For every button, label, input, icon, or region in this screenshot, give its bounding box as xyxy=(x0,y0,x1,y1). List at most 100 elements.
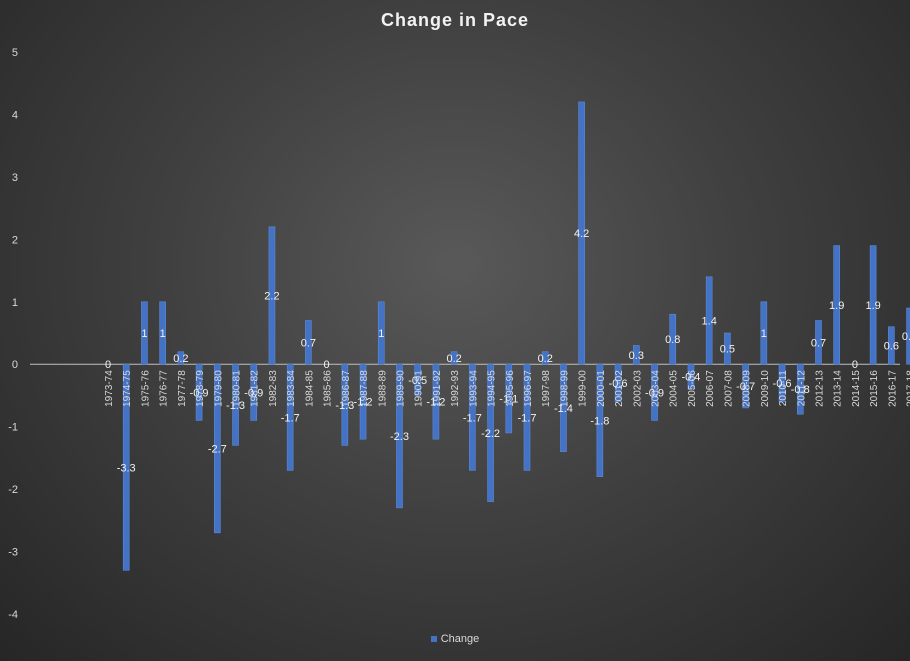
x-tick-label: 1990-91 xyxy=(414,370,425,407)
data-label: 0.7 xyxy=(301,337,316,349)
data-label: -1.7 xyxy=(518,412,537,424)
bar xyxy=(560,363,567,452)
x-tick-label: 1998-99 xyxy=(559,370,570,407)
bar xyxy=(177,351,185,365)
x-tick-label: 1975-76 xyxy=(140,370,151,407)
bar xyxy=(487,363,494,502)
bar xyxy=(614,363,622,402)
bar xyxy=(869,245,877,365)
bar xyxy=(396,363,403,509)
bar xyxy=(505,363,513,434)
data-label: -0.9 xyxy=(190,387,209,399)
data-label: 4.2 xyxy=(574,228,589,240)
x-tick-label: 1997-98 xyxy=(541,370,552,407)
x-tick-label: 1995-96 xyxy=(505,370,516,407)
data-label: -3.3 xyxy=(117,462,136,474)
x-tick-label: 1973-74 xyxy=(104,370,115,407)
data-label: -0.6 xyxy=(609,378,628,390)
bar xyxy=(469,363,476,471)
data-label: -1.4 xyxy=(554,403,573,415)
x-tick-label: 1985-86 xyxy=(323,370,334,407)
x-tick-label: 1974-75 xyxy=(122,370,133,407)
x-tick-label: 1989-90 xyxy=(395,370,406,407)
bar xyxy=(724,332,731,365)
bar xyxy=(796,363,804,415)
x-tick-label: 1976-77 xyxy=(159,370,170,407)
data-label: -1.7 xyxy=(281,412,300,424)
legend-label: Change xyxy=(440,633,480,645)
x-tick-label: 2009-10 xyxy=(760,370,771,407)
data-label: -1.2 xyxy=(354,397,373,409)
x-tick-label: 1986-87 xyxy=(341,370,352,407)
x-tick-label: 2008-09 xyxy=(742,370,753,407)
x-tick-label: 1982-83 xyxy=(268,370,279,407)
legend-swatch xyxy=(430,636,437,643)
x-tick-label: 1984-85 xyxy=(304,370,315,407)
bar xyxy=(523,363,531,471)
data-label: 0 xyxy=(105,359,111,371)
data-label: -0.5 xyxy=(408,375,427,387)
legend: Change xyxy=(0,633,910,645)
x-tick-label: 1992-93 xyxy=(450,370,461,407)
x-tick-label: 2004-05 xyxy=(669,370,680,407)
x-tick-label: 2012-13 xyxy=(814,370,825,407)
bar xyxy=(833,245,840,365)
data-label: 0.9 xyxy=(902,331,910,343)
data-label: 0.2 xyxy=(446,353,461,365)
x-tick-label: 2001-02 xyxy=(614,370,625,407)
y-tick-label: -3 xyxy=(8,547,18,559)
bar xyxy=(541,351,549,365)
data-label: -1.3 xyxy=(335,400,354,412)
data-label: 0 xyxy=(852,359,858,371)
data-label: 0.5 xyxy=(720,344,735,356)
x-tick-label: 1983-84 xyxy=(286,370,297,407)
x-tick-label: 2007-08 xyxy=(723,370,734,407)
data-label: -1.7 xyxy=(463,412,482,424)
x-tick-label: 2014-15 xyxy=(851,370,862,407)
x-tick-label: 1994-95 xyxy=(487,370,498,407)
x-tick-label: 2017-18 xyxy=(906,370,910,407)
data-label: 0.7 xyxy=(811,337,826,349)
data-label: 0.2 xyxy=(173,353,188,365)
data-label: 1.9 xyxy=(829,300,844,312)
y-tick-label: 1 xyxy=(12,297,18,309)
data-label: -2.2 xyxy=(481,428,500,440)
bar xyxy=(305,320,312,365)
y-tick-label: -4 xyxy=(8,609,18,621)
bar xyxy=(122,363,130,571)
y-tick-label: 2 xyxy=(12,234,18,246)
bar xyxy=(341,363,349,446)
x-tick-label: 1999-00 xyxy=(578,370,589,407)
data-label: 0.2 xyxy=(538,353,553,365)
x-tick-label: 1996-97 xyxy=(523,370,534,407)
data-label: 1.9 xyxy=(865,300,880,312)
data-label: -0.8 xyxy=(791,384,810,396)
chart-title: Change in Pace xyxy=(380,10,530,30)
data-label: 1 xyxy=(141,328,147,340)
bar xyxy=(450,351,458,365)
x-tick-label: 2003-04 xyxy=(651,370,662,407)
x-tick-label: 1988-89 xyxy=(377,370,388,407)
bar xyxy=(742,363,749,409)
bar xyxy=(414,363,421,396)
data-label: 0 xyxy=(324,359,330,371)
bar xyxy=(359,363,367,440)
y-tick-label: 5 xyxy=(12,47,18,59)
bar xyxy=(214,363,221,534)
y-tick-label: 0 xyxy=(12,359,18,371)
bar xyxy=(815,320,822,365)
data-label: 0.6 xyxy=(884,340,899,352)
data-label: -0.9 xyxy=(244,387,263,399)
data-label: -1.3 xyxy=(226,400,245,412)
x-tick-label: 2002-03 xyxy=(632,370,643,407)
bar xyxy=(705,276,713,365)
data-label: -1.8 xyxy=(590,415,609,427)
data-label: -0.6 xyxy=(773,378,792,390)
y-tick-label: -1 xyxy=(8,422,18,434)
x-tick-label: 1978-79 xyxy=(195,370,206,407)
x-tick-label: 2016-17 xyxy=(887,370,898,407)
bar xyxy=(232,363,239,446)
x-tick-label: 2005-06 xyxy=(687,370,698,407)
